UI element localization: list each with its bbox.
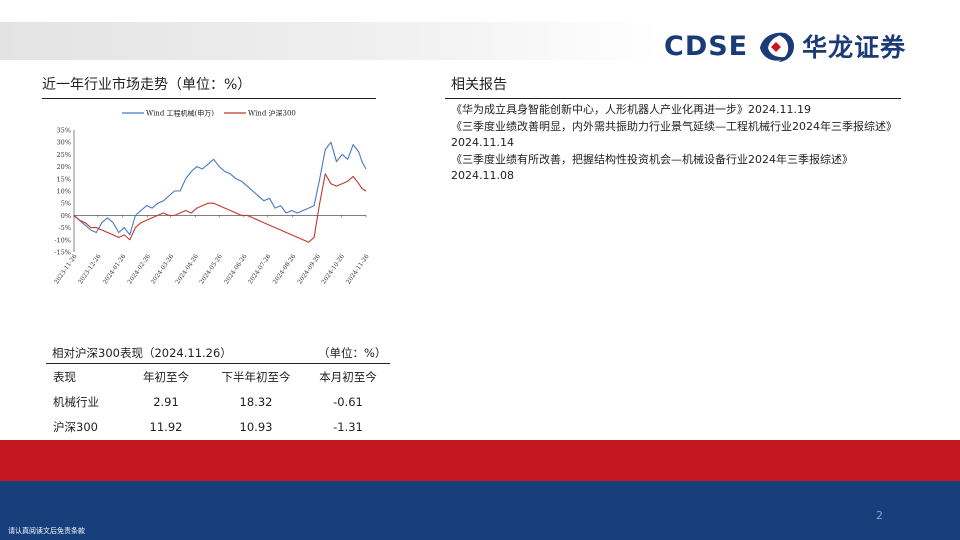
table-cell: -0.61 bbox=[333, 394, 363, 409]
x-tick-label: 2024-10-26 bbox=[320, 253, 346, 286]
legend-label: Wind 沪深300 bbox=[248, 109, 296, 118]
x-tick-label: 2024-06-26 bbox=[223, 253, 249, 286]
x-tick-label: 2024-11-26 bbox=[345, 253, 371, 286]
column-header: 下半年初至今 bbox=[221, 369, 291, 384]
y-tick-label: -5% bbox=[58, 224, 71, 232]
table-cell: 10.93 bbox=[239, 419, 273, 434]
series-line bbox=[73, 141, 367, 236]
legend-label: Wind 工程机械(申万) bbox=[146, 109, 214, 118]
y-tick-label: 5% bbox=[61, 200, 71, 208]
report-link[interactable]: 《三季度业绩改善明显，内外需共振助力行业景气延续—工程机械行业2024年三季报综… bbox=[451, 119, 897, 150]
table-top-rule bbox=[46, 363, 390, 364]
table-cell: -1.31 bbox=[333, 419, 363, 434]
column-header: 年初至今 bbox=[143, 369, 189, 384]
x-tick-label: 2024-09-26 bbox=[296, 253, 322, 286]
series-line bbox=[73, 173, 367, 243]
y-tick-label: 30% bbox=[57, 139, 71, 147]
y-tick-label: 15% bbox=[57, 175, 71, 183]
y-tick-label: 0% bbox=[61, 212, 71, 220]
page-number: 2 bbox=[876, 509, 883, 522]
brand-name-cn: 华龙证券 bbox=[802, 33, 907, 62]
x-tick-label: 2024-04-26 bbox=[174, 253, 200, 286]
left-divider bbox=[42, 98, 376, 99]
brand-logo: CDSE 华龙证券 bbox=[664, 26, 906, 66]
x-tick-label: 2024-07-26 bbox=[247, 253, 273, 286]
market-trend-title: 近一年行业市场走势（单位：%） bbox=[42, 77, 252, 93]
table-row: 沪深300 11.92 10.93 -1.31 bbox=[46, 414, 390, 439]
related-reports-title: 相关报告 bbox=[451, 77, 507, 93]
column-header: 表现 bbox=[53, 369, 76, 384]
y-tick-label: 20% bbox=[57, 163, 71, 171]
market-trend-chart: 35% 30% 25% 20% 15% 10% 5% 0% -5% -10% -15%2023-11… bbox=[53, 109, 371, 286]
footer-red-band bbox=[0, 440, 960, 481]
header-band bbox=[0, 22, 660, 60]
table-cell: 机械行业 bbox=[53, 394, 99, 409]
footer-blue-band bbox=[0, 481, 960, 540]
y-tick-label: 10% bbox=[57, 188, 71, 196]
right-divider bbox=[445, 98, 901, 99]
x-tick-label: 2023-12-26 bbox=[77, 253, 103, 286]
table-header-row: 表现 年初至今 下半年初至今 本月初至今 bbox=[46, 364, 390, 389]
x-tick-label: 2023-11-26 bbox=[53, 253, 79, 286]
report-link[interactable]: 《三季度业绩有所改善，把握结构性投资机会—机械设备行业2024年三季报综述》20… bbox=[451, 152, 853, 183]
column-header: 本月初至今 bbox=[319, 369, 377, 384]
x-tick-label: 2024-03-26 bbox=[150, 253, 176, 286]
y-tick-label: 25% bbox=[57, 151, 71, 159]
table-row: 机械行业 2.91 18.32 -0.61 bbox=[46, 389, 390, 414]
table-cell: 18.32 bbox=[239, 394, 273, 409]
x-tick-label: 2024-01-26 bbox=[102, 253, 128, 286]
brand-name-en: CDSE bbox=[664, 30, 749, 62]
report-link[interactable]: 《华为成立具身智能创新中心，人形机器人产业化再进一步》2024.11.19 bbox=[451, 103, 811, 116]
dragon-emblem-icon bbox=[760, 32, 795, 62]
y-tick-label: -10% bbox=[54, 236, 71, 244]
y-tick-label: 35% bbox=[57, 127, 71, 135]
x-tick-label: 2024-02-26 bbox=[126, 253, 152, 286]
table-cell: 2.91 bbox=[153, 394, 179, 409]
x-tick-label: 2024-08-26 bbox=[272, 253, 298, 286]
relative-performance-table: 表现 年初至今 下半年初至今 本月初至今 机械行业 2.91 18.32 -0.… bbox=[46, 364, 390, 439]
relative-performance-title: 相对沪深300表现（2024.11.26） bbox=[52, 346, 232, 360]
disclaimer-text: 请认真阅读文后免责条款 bbox=[8, 527, 85, 535]
related-reports-list: 《华为成立具身智能创新中心，人形机器人产业化再进一步》2024.11.19 《三… bbox=[451, 102, 901, 185]
y-tick-label: -15% bbox=[54, 249, 71, 257]
table-cell: 11.92 bbox=[149, 419, 183, 434]
table-cell: 沪深300 bbox=[53, 419, 98, 434]
x-tick-label: 2024-05-26 bbox=[198, 253, 224, 286]
relative-performance-unit: （单位：%） bbox=[318, 346, 387, 360]
